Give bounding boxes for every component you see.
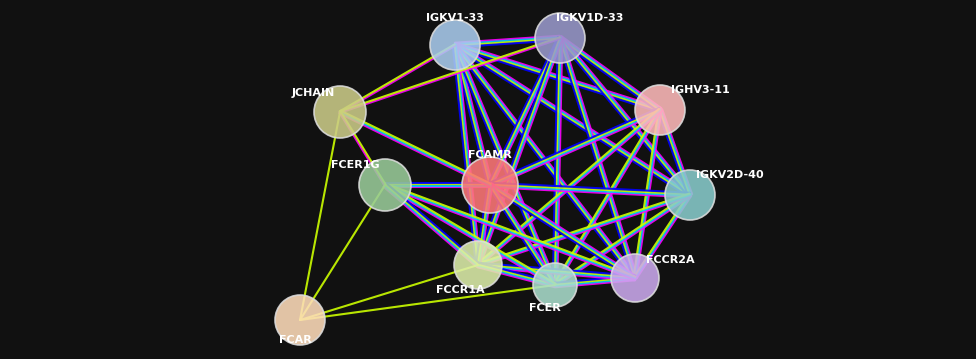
- Text: FCER: FCER: [529, 303, 561, 313]
- Circle shape: [359, 159, 411, 211]
- Circle shape: [275, 295, 325, 345]
- Circle shape: [430, 20, 480, 70]
- Circle shape: [314, 86, 366, 138]
- Text: FCCR2A: FCCR2A: [646, 255, 694, 265]
- Circle shape: [611, 254, 659, 302]
- Circle shape: [454, 241, 502, 289]
- Text: FCAMR: FCAMR: [468, 150, 511, 160]
- Circle shape: [635, 85, 685, 135]
- Circle shape: [665, 170, 715, 220]
- Text: IGKV2D-40: IGKV2D-40: [696, 170, 764, 180]
- Text: JCHAIN: JCHAIN: [292, 88, 335, 98]
- Text: FCCR1A: FCCR1A: [435, 285, 484, 295]
- Text: FCAR: FCAR: [278, 335, 311, 345]
- Text: FCER1G: FCER1G: [331, 160, 380, 170]
- Text: IGKV1-33: IGKV1-33: [427, 13, 484, 23]
- Circle shape: [533, 263, 577, 307]
- Text: IGHV3-11: IGHV3-11: [671, 85, 729, 95]
- Text: IGKV1D-33: IGKV1D-33: [556, 13, 624, 23]
- Circle shape: [535, 13, 585, 63]
- Circle shape: [462, 157, 518, 213]
